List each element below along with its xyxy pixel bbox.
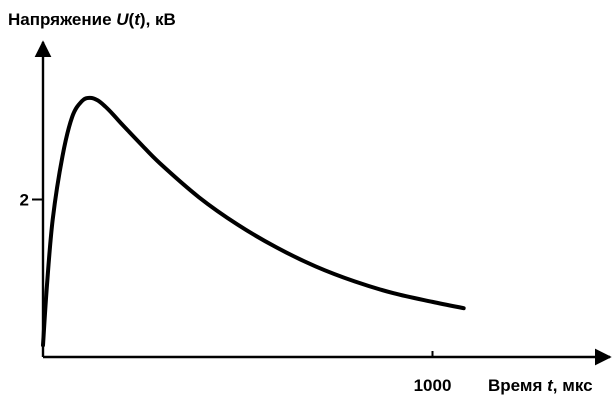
y-tick-group: 2 <box>20 191 43 210</box>
y-axis-label-unit: , кВ <box>146 10 176 29</box>
x-axis-label-prefix: Время <box>488 376 547 395</box>
x-axis-label: Время t, мкс <box>488 376 593 395</box>
y-axis-label-prefix: Напряжение <box>8 10 116 29</box>
y-axis-label-symbol: U <box>116 10 129 29</box>
y-axis-label-paren-close: ) <box>140 10 146 29</box>
y-axis-label: Напряжение U(t), кВ <box>8 10 176 29</box>
x-tick-group: 1000 <box>414 351 452 395</box>
voltage-curve <box>41 95 466 348</box>
x-tick-label: 1000 <box>414 376 452 395</box>
y-axis-label-variable: t <box>134 10 141 29</box>
y-tick-label: 2 <box>20 191 29 210</box>
x-axis-label-variable: t <box>547 376 554 395</box>
x-axis-label-unit: , мкс <box>553 376 593 395</box>
y-axis-label-paren-open: ( <box>129 10 135 29</box>
